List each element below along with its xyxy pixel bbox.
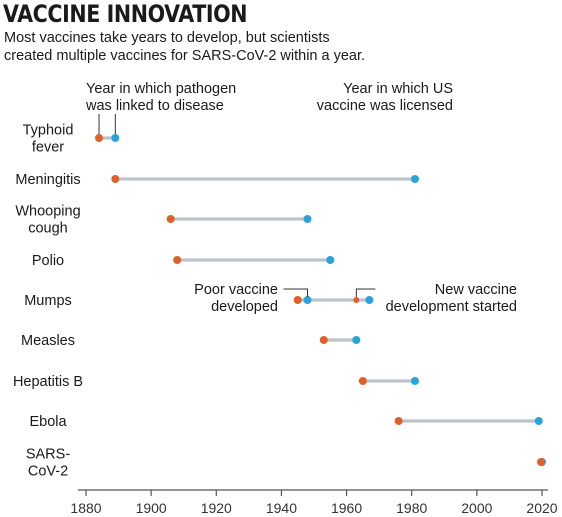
linked-dot-whooping-cough — [166, 215, 175, 223]
x-tick-label-1880: 1880 — [70, 500, 101, 516]
linked-dot-sars-cov-2 — [537, 458, 546, 466]
x-tick-label-1980: 1980 — [396, 500, 427, 516]
row-label-measles: Measles — [21, 333, 75, 349]
annotation-new-vaccine: New vaccine development started — [386, 282, 517, 315]
licensed-dot-measles — [352, 336, 361, 344]
linked-dot-polio — [173, 256, 182, 264]
chart-subtitle: Most vaccines take years to develop, but… — [4, 30, 404, 65]
licensed-dot-typhoid-fever — [111, 134, 120, 142]
second-linked-dot-mumps — [353, 297, 360, 303]
licensed-dot-meningitis — [410, 175, 419, 183]
x-tick-label-1900: 1900 — [136, 500, 167, 516]
legend-end-label: Year in which US vaccine was licensed — [317, 81, 453, 114]
licensed-dot-whooping-cough — [303, 215, 312, 223]
linked-dot-ebola — [394, 417, 403, 425]
x-tick-label-1940: 1940 — [266, 500, 297, 516]
linked-dot-mumps — [293, 296, 302, 304]
x-tick-label-1920: 1920 — [201, 500, 232, 516]
row-label-typhoid-fever: Typhoid fever — [23, 123, 74, 156]
second-licensed-dot-mumps — [365, 296, 374, 304]
row-label-ebola: Ebola — [29, 414, 67, 430]
x-tick-label-2000: 2000 — [461, 500, 492, 516]
row-label-sars-cov-2: SARS-CoV-2 — [26, 447, 70, 480]
linked-dot-measles — [319, 336, 328, 344]
licensed-dot-ebola — [534, 417, 543, 425]
licensed-dot-hepatitis-b — [410, 377, 419, 385]
row-label-hepatitis-b: Hepatitis B — [13, 374, 83, 390]
legend-start-label: Year in which pathogen was linked to dise… — [85, 81, 236, 114]
licensed-dot-polio — [326, 256, 335, 264]
chart-title: VACCINE INNOVATION — [3, 0, 248, 28]
subtitle-line-1: Most vaccines take years to develop, but… — [4, 30, 330, 46]
linked-dot-meningitis — [111, 175, 120, 183]
row-label-polio: Polio — [32, 253, 64, 269]
row-label-meningitis: Meningitis — [15, 172, 80, 188]
linked-dot-hepatitis-b — [358, 377, 367, 385]
subtitle-line-2: created multiple vaccines for SARS-CoV-2… — [4, 47, 366, 64]
annotation-poor-vaccine-leader — [283, 288, 308, 297]
row-label-mumps: Mumps — [24, 293, 72, 309]
annotation-new-vaccine-leader — [355, 288, 376, 297]
x-tick-label-1960: 1960 — [331, 500, 362, 516]
linked-dot-typhoid-fever — [95, 134, 104, 142]
row-label-whooping-cough: Whooping cough — [15, 204, 80, 237]
licensed-dot-mumps — [303, 296, 312, 304]
annotation-poor-vaccine: Poor vaccine developed — [194, 282, 278, 315]
x-tick-label-2020: 2020 — [526, 500, 557, 516]
